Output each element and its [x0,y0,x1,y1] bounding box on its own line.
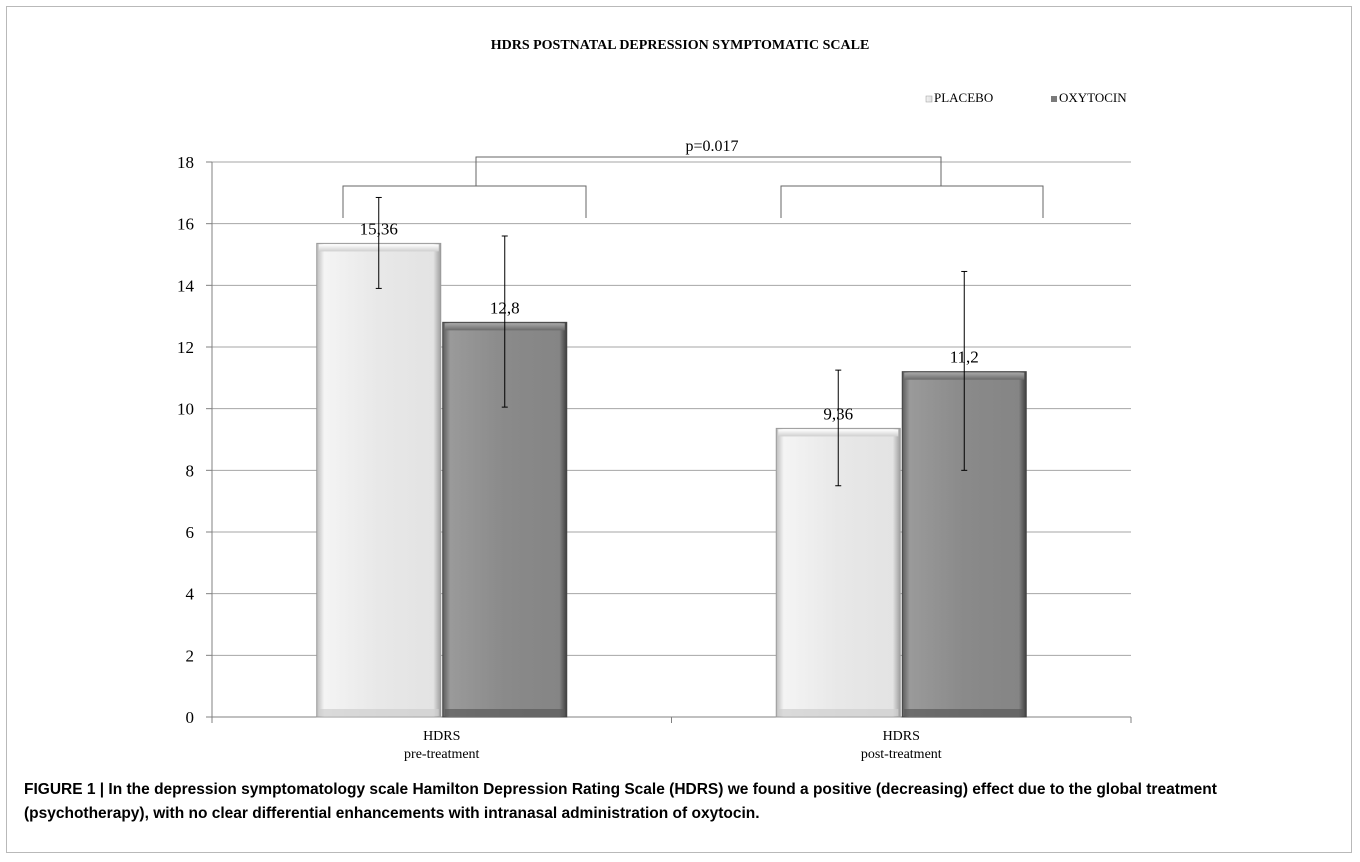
bracket-post-treatment [780,185,1044,218]
y-tick-label-12: 12 [177,338,194,357]
error-bar-oxytocin-0 [501,235,508,408]
x-tick-label-1-0: HDRS [883,729,920,744]
bar-bottom-bevel [318,709,439,716]
data-label-placebo-1: 9,36 [823,404,853,423]
y-tick-label-4: 4 [186,585,195,604]
legend-label-placebo: PLACEBO [934,90,993,105]
error-bar-placebo-0 [375,196,382,289]
bracket-comparison [475,156,942,186]
data-labels: 15,36 9,36 12,8 11,2 [360,219,979,423]
y-axis: 0 2 4 6 8 10 12 14 16 18 [177,153,213,727]
y-tick-label-18: 18 [177,153,194,172]
y-tick-label-2: 2 [186,646,195,665]
y-tick-label-8: 8 [186,461,195,480]
chart-title: HDRS POSTNATAL DEPRESSION SYMPTOMATIC SC… [491,38,870,53]
y-tick-label-16: 16 [177,215,194,234]
y-tick-label-0: 0 [186,708,195,727]
y-tick-label-6: 6 [186,523,195,542]
y-tick-label-10: 10 [177,400,194,419]
data-label-placebo-0: 15,36 [360,219,398,238]
x-tick-label-1-1: post-treatment [861,747,942,762]
p-value-annotation: p=0.017 [685,138,738,155]
y-tick-label-14: 14 [177,276,195,295]
figure-frame [6,6,1352,853]
bar-bottom-bevel [904,709,1025,716]
data-label-oxytocin-1: 11,2 [950,348,979,367]
bracket-pre-treatment [342,185,587,218]
legend-swatch-placebo [925,95,933,103]
legend-swatch-oxytocin [1051,96,1057,102]
bar-body [316,242,442,718]
x-tick-label-0-0: HDRS [423,729,460,744]
legend-label-oxytocin: OXYTOCIN [1059,90,1127,105]
legend: PLACEBO OXYTOCIN [925,90,1127,105]
error-bar-oxytocin-1 [961,270,968,471]
bar-chart: HDRS POSTNATAL DEPRESSION SYMPTOMATIC SC… [177,38,1132,762]
error-bars [375,196,968,487]
x-tick-label-0-1: pre-treatment [404,747,480,762]
figure-caption: FIGURE 1 | In the depression symptomatol… [24,781,1217,822]
significance-brackets: p=0.017 [342,138,1044,218]
bar-bottom-bevel [778,709,899,716]
x-axis: HDRS pre-treatment HDRS post-treatment [211,717,1132,762]
data-label-oxytocin-0: 12,8 [490,298,520,317]
error-bar-placebo-1 [835,369,842,487]
bar-placebo-0 [316,242,442,718]
bars [316,242,1027,718]
bar-bottom-bevel [444,709,565,716]
